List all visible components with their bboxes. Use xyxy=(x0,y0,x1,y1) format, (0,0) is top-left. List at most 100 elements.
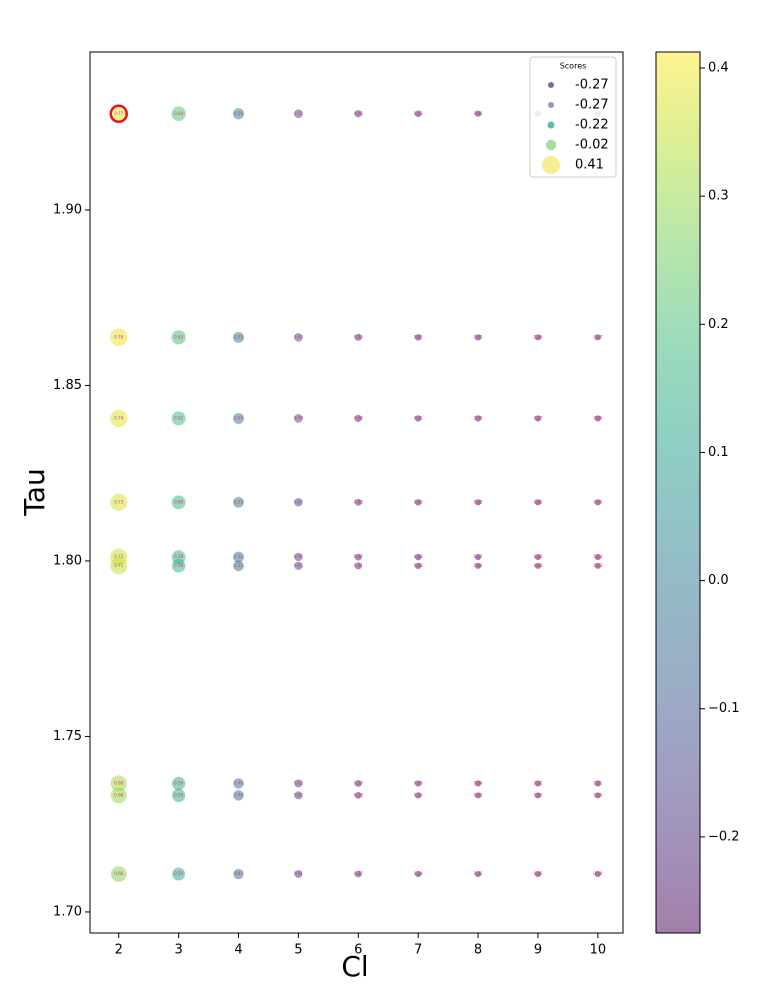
x-tick-label: 10 xyxy=(590,943,607,958)
x-tick-label: 8 xyxy=(474,943,482,958)
x-tick-label: 3 xyxy=(174,943,182,958)
point xyxy=(172,788,186,803)
legend-label: -0.27 xyxy=(575,78,609,93)
point-label: 0.56 xyxy=(174,792,183,797)
point xyxy=(534,415,542,422)
point-label: 0.31 xyxy=(534,792,543,797)
point-label: 0.35 xyxy=(414,792,423,797)
point xyxy=(110,409,128,428)
point-label: 0.34 xyxy=(534,563,543,568)
point-label: 0.49 xyxy=(234,780,243,785)
point-label: 0.56 xyxy=(174,780,183,785)
point xyxy=(294,109,303,119)
point xyxy=(415,792,422,799)
point xyxy=(414,553,422,561)
x-tick-label: 6 xyxy=(354,943,362,958)
legend-marker xyxy=(547,101,555,109)
point xyxy=(534,554,542,561)
point-label: 0.41 xyxy=(414,415,423,420)
point-label: 0.37 xyxy=(354,871,363,876)
point xyxy=(594,415,601,422)
point-label: 0.33 xyxy=(474,792,483,797)
point-label: 0.55 xyxy=(174,871,183,876)
point-label: 0.36 xyxy=(534,499,543,504)
point-label: 0.38 xyxy=(354,792,363,797)
point xyxy=(534,562,542,569)
point xyxy=(232,108,245,120)
point-label: 0.76 xyxy=(114,334,123,339)
point xyxy=(475,499,482,506)
point xyxy=(110,787,127,804)
point-label: 0.35 xyxy=(534,554,543,559)
point-label: 0.41 xyxy=(294,871,303,876)
point-label: 0.30 xyxy=(593,792,602,797)
point xyxy=(594,870,601,878)
point xyxy=(415,870,422,878)
point xyxy=(534,780,542,787)
point-label: 0.47 xyxy=(234,871,243,876)
legend-label: 0.41 xyxy=(575,158,604,173)
point-label: 0.33 xyxy=(593,563,602,568)
legend-label: -0.27 xyxy=(575,98,609,113)
point-label: 0.42 xyxy=(414,334,423,339)
point-label: 0.62 xyxy=(174,415,183,420)
point xyxy=(233,331,245,343)
y-axis-label: Tau xyxy=(18,468,51,516)
point xyxy=(594,334,601,341)
point xyxy=(171,776,186,791)
point xyxy=(171,495,186,510)
point-label: 0.42 xyxy=(354,554,363,559)
point-label: 0.39 xyxy=(414,554,423,559)
point xyxy=(294,333,303,342)
point xyxy=(354,780,362,787)
legend-marker xyxy=(545,139,557,151)
point xyxy=(414,110,422,118)
y-tick-label: 1.70 xyxy=(53,904,82,919)
point-label: 0.39 xyxy=(474,415,483,420)
point xyxy=(594,554,601,561)
point xyxy=(534,334,542,341)
point xyxy=(233,560,244,572)
y-tick-label: 1.75 xyxy=(53,729,82,744)
point-label: 0.43 xyxy=(354,499,363,504)
point-label: 0.55 xyxy=(234,334,243,339)
point-label: 0.44 xyxy=(354,415,363,420)
point-label: 0.40 xyxy=(414,499,423,504)
point xyxy=(474,334,482,341)
point-label: 0.54 xyxy=(234,415,243,420)
point xyxy=(475,792,482,799)
point-label: 0.77 xyxy=(114,111,123,116)
point-label: 0.66 xyxy=(114,871,123,876)
point-label: 0.49 xyxy=(294,334,303,339)
point-label: 0.34 xyxy=(474,780,483,785)
point xyxy=(475,562,482,569)
point xyxy=(474,110,482,117)
point xyxy=(110,775,127,792)
highlight-ring xyxy=(109,104,128,124)
point-label: 0.64 xyxy=(174,111,183,116)
point-label: 0.37 xyxy=(534,415,543,420)
point xyxy=(534,499,542,506)
point xyxy=(110,493,128,511)
colorbar-tick-label: −0.1 xyxy=(708,701,740,716)
point-label: 0.52 xyxy=(234,554,243,559)
point-label: 0.68 xyxy=(114,792,123,797)
point xyxy=(354,792,362,799)
point-label: 0.68 xyxy=(114,780,123,785)
point-label: 0.36 xyxy=(474,563,483,568)
point xyxy=(354,333,362,341)
legend-label: -0.02 xyxy=(575,138,609,153)
point-label: 0.74 xyxy=(114,415,123,420)
point-label: 0.48 xyxy=(234,792,243,797)
point xyxy=(233,790,244,801)
point-label: 0.30 xyxy=(534,871,543,876)
point xyxy=(414,334,422,341)
point-label: 0.73 xyxy=(114,499,123,504)
point-label: 0.38 xyxy=(534,334,543,339)
point-label: 0.50 xyxy=(294,111,303,116)
point xyxy=(171,411,186,426)
point xyxy=(354,414,362,423)
point-label: 0.45 xyxy=(354,334,363,339)
x-tick-label: 7 xyxy=(414,943,422,958)
point xyxy=(414,499,422,506)
